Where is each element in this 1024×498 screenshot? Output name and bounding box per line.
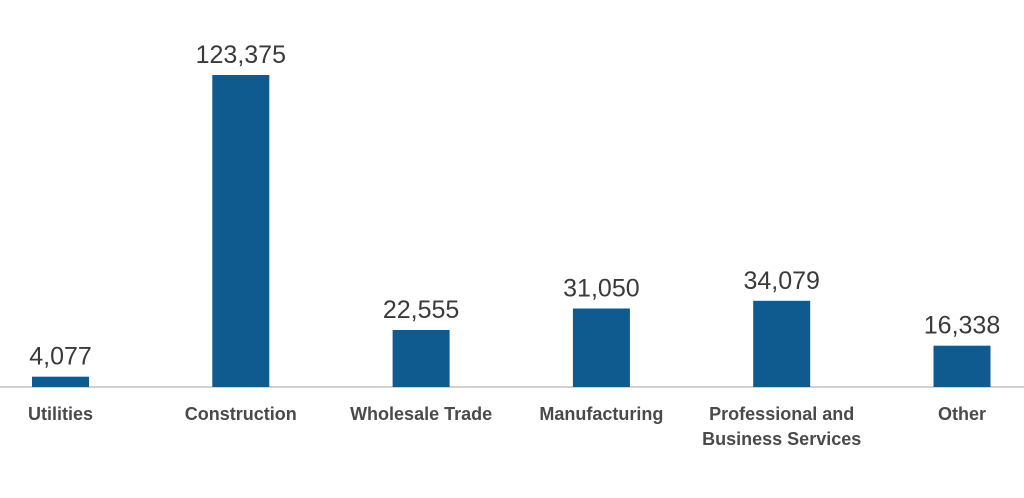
category-label-5: Other [938,404,986,424]
bar-1 [212,75,270,387]
bar-0 [32,376,89,387]
value-label-3: 31,050 [563,275,639,303]
bars-group [32,75,991,387]
category-label-4-line-1: Business Services [702,429,861,449]
category-label-1: Construction [185,404,297,424]
bar-4 [753,300,811,387]
value-label-4: 34,079 [743,267,819,295]
value-label-2: 22,555 [383,296,459,324]
value-label-0: 4,077 [29,343,92,371]
category-label-5-line-0: Other [938,404,986,424]
category-label-1-line-0: Construction [185,404,297,424]
category-label-3-line-0: Manufacturing [539,404,663,424]
category-label-2-line-0: Wholesale Trade [350,404,492,424]
category-label-2: Wholesale Trade [350,404,492,424]
category-label-3: Manufacturing [539,404,663,424]
bar-2 [392,330,450,387]
category-label-4-line-0: Professional and [709,404,854,424]
category-label-4: Professional and Business Services [702,404,861,449]
bar-3 [572,308,630,387]
category-label-0: Utilities [28,404,93,424]
bar-5 [933,345,991,387]
category-labels-group: Utilities Construction Wholesale Trade Manu… [28,404,986,449]
category-label-0-line-0: Utilities [28,404,93,424]
value-label-5: 16,338 [924,312,1000,340]
value-label-1: 123,375 [196,41,286,69]
value-labels-group: 4,077 123,375 22,555 31,050 34,079 16,338 [29,41,1000,371]
